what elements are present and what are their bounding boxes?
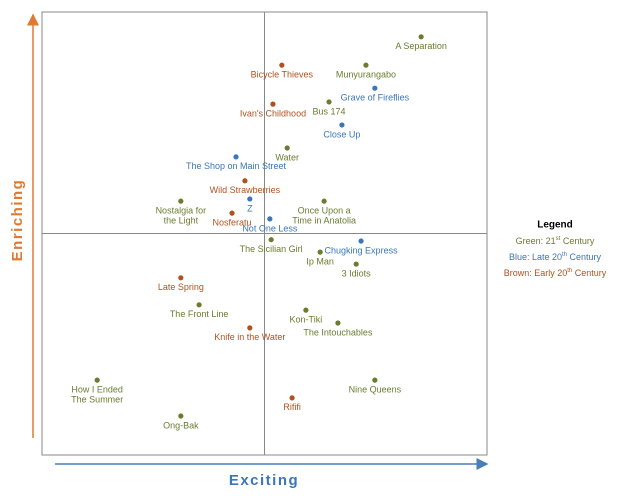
point-label: Knife in the Water xyxy=(214,332,285,342)
point xyxy=(279,62,285,68)
point-label: Wild Strawberries xyxy=(210,185,281,195)
point-label: Munyurangabo xyxy=(336,70,396,80)
point-label: Z xyxy=(247,203,253,213)
point xyxy=(247,325,253,331)
point-label: The Summer xyxy=(71,395,123,405)
point xyxy=(196,302,202,308)
legend-title: Legend xyxy=(537,220,573,231)
legend-name-end: Century xyxy=(567,252,602,262)
legend-name: Brown: Early 20 xyxy=(504,268,568,278)
point-label: A Separation xyxy=(395,41,447,51)
point xyxy=(289,395,295,401)
point xyxy=(268,237,274,243)
point-label: the Light xyxy=(164,216,199,226)
point-label: Kon-Tiki xyxy=(290,315,323,325)
legend-entry: Blue: Late 20th Century xyxy=(509,252,602,263)
point-label: 3 Idiots xyxy=(342,268,372,278)
point-label: Water xyxy=(275,152,299,162)
point-label: The Front Line xyxy=(170,309,229,319)
point xyxy=(233,154,239,160)
point xyxy=(178,198,184,204)
point-label: Grave of Fireflies xyxy=(341,93,410,103)
point xyxy=(335,320,341,326)
point-label: Time in Anatolia xyxy=(292,216,356,226)
point-label: Bus 174 xyxy=(313,106,346,116)
legend-name: Blue: Late 20 xyxy=(509,252,562,262)
point-label: Close Up xyxy=(323,129,360,139)
point xyxy=(178,275,184,281)
point xyxy=(284,145,290,151)
point-label: Bicycle Thieves xyxy=(251,70,314,80)
point-label: How I Ended xyxy=(71,385,123,395)
point xyxy=(94,377,100,383)
legend-sup: th xyxy=(567,268,572,274)
point-label: Ong-Bak xyxy=(163,420,199,430)
point-label: Chugking Express xyxy=(325,245,399,255)
x-axis-title: Exciting xyxy=(229,472,299,489)
point xyxy=(178,413,184,419)
legend-name-end: Century xyxy=(560,236,595,246)
point xyxy=(303,307,309,313)
legend-entry: Green: 21st Century xyxy=(516,236,595,247)
point-label: Nostalgia for xyxy=(156,206,207,216)
point xyxy=(353,261,359,267)
point xyxy=(326,99,332,105)
point-label: Rififi xyxy=(283,402,301,412)
point xyxy=(372,377,378,383)
point-label: Once Upon a xyxy=(298,206,351,216)
legend-sup: st xyxy=(556,236,561,242)
point-label: Not One Less xyxy=(242,223,298,233)
point xyxy=(247,196,253,202)
legend-name-end: Century xyxy=(572,268,607,278)
point-label: The Intouchables xyxy=(303,327,373,337)
point xyxy=(317,249,323,255)
point xyxy=(418,34,424,40)
point xyxy=(372,85,378,91)
point-label: Ivan's Childhood xyxy=(240,109,306,119)
point xyxy=(358,238,364,244)
point-label: Late Spring xyxy=(158,282,204,292)
legend-entry: Brown: Early 20th Century xyxy=(504,268,607,279)
y-axis-title: Enriching xyxy=(9,179,26,262)
point xyxy=(363,62,369,68)
point-label: Nosferatu xyxy=(212,217,251,227)
point xyxy=(229,210,235,216)
point xyxy=(242,178,248,184)
legend-name: Green: 21 xyxy=(516,236,556,246)
point-label: The Sicilian Girl xyxy=(240,244,303,254)
point-label: Nine Queens xyxy=(349,385,402,395)
legend-sup: th xyxy=(562,252,567,258)
point-label: The Shop on Main Street xyxy=(186,161,287,171)
point xyxy=(339,122,345,128)
point xyxy=(321,198,327,204)
point xyxy=(270,101,276,107)
point xyxy=(267,216,273,222)
point-label: Ip Man xyxy=(306,256,334,266)
